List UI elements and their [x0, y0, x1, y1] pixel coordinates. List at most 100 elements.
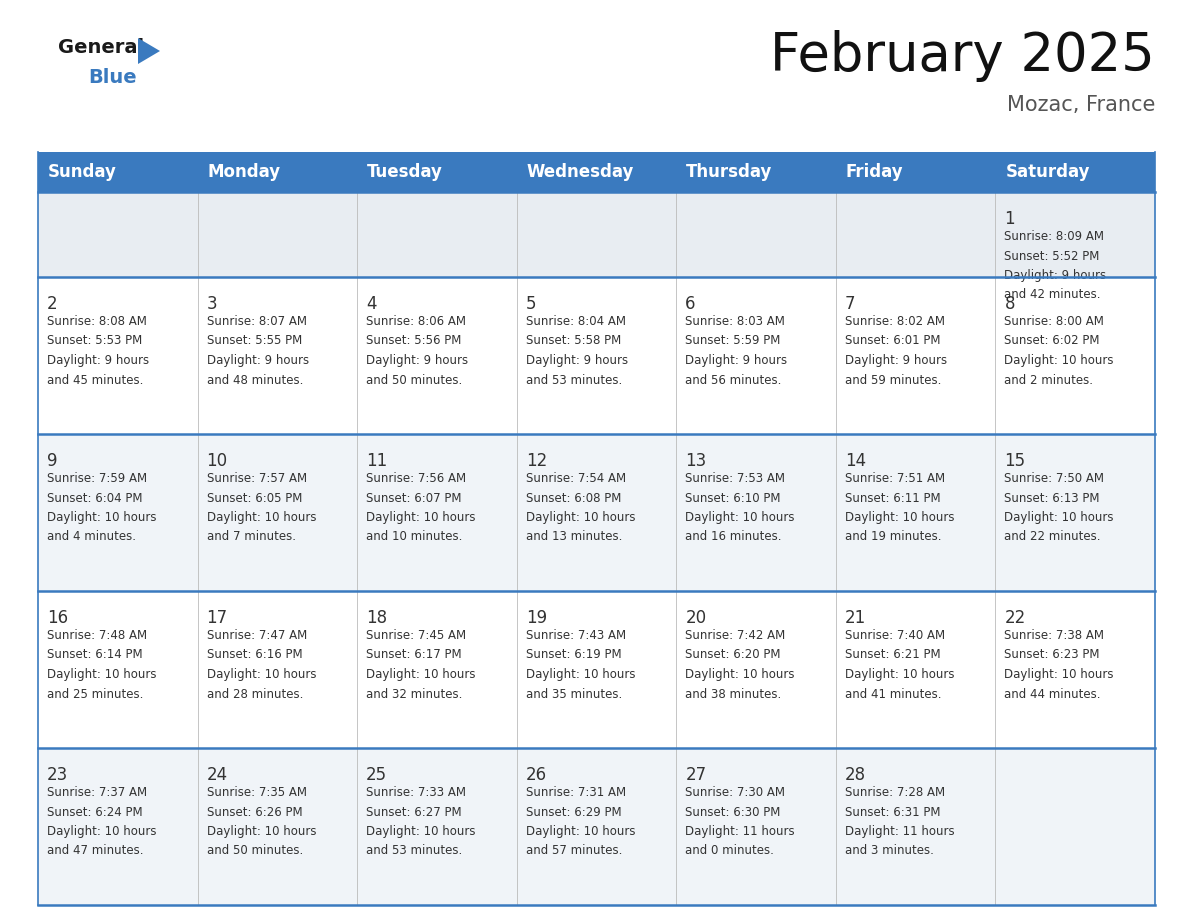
- Text: Sunset: 6:16 PM: Sunset: 6:16 PM: [207, 648, 302, 662]
- Text: Daylight: 11 hours: Daylight: 11 hours: [845, 825, 954, 838]
- Bar: [38, 152, 1155, 192]
- Text: 18: 18: [366, 609, 387, 627]
- Text: Sunrise: 7:48 AM: Sunrise: 7:48 AM: [48, 629, 147, 642]
- Text: 8: 8: [1004, 295, 1015, 313]
- Text: Sunset: 6:27 PM: Sunset: 6:27 PM: [366, 805, 462, 819]
- Text: Sunset: 6:23 PM: Sunset: 6:23 PM: [1004, 648, 1100, 662]
- Text: 6: 6: [685, 295, 696, 313]
- Bar: [38, 591, 1155, 748]
- Text: Sunrise: 7:45 AM: Sunrise: 7:45 AM: [366, 629, 466, 642]
- Text: 1: 1: [1004, 210, 1015, 228]
- Text: 7: 7: [845, 295, 855, 313]
- Text: 2: 2: [48, 295, 58, 313]
- Text: Sunset: 6:24 PM: Sunset: 6:24 PM: [48, 805, 143, 819]
- Text: Sunrise: 7:54 AM: Sunrise: 7:54 AM: [526, 472, 626, 485]
- Text: Sunrise: 7:56 AM: Sunrise: 7:56 AM: [366, 472, 466, 485]
- Text: 4: 4: [366, 295, 377, 313]
- Text: Mozac, France: Mozac, France: [1006, 95, 1155, 115]
- Text: Daylight: 9 hours: Daylight: 9 hours: [526, 354, 627, 367]
- Text: 20: 20: [685, 609, 707, 627]
- Text: Sunset: 5:52 PM: Sunset: 5:52 PM: [1004, 250, 1100, 263]
- Text: Sunrise: 8:07 AM: Sunrise: 8:07 AM: [207, 315, 307, 328]
- Text: Daylight: 10 hours: Daylight: 10 hours: [48, 511, 157, 524]
- Text: and 53 minutes.: and 53 minutes.: [366, 845, 462, 857]
- Polygon shape: [138, 38, 160, 64]
- Text: and 2 minutes.: and 2 minutes.: [1004, 374, 1093, 386]
- Text: and 59 minutes.: and 59 minutes.: [845, 374, 941, 386]
- Text: and 42 minutes.: and 42 minutes.: [1004, 288, 1101, 301]
- Text: Sunrise: 7:47 AM: Sunrise: 7:47 AM: [207, 629, 307, 642]
- Text: Daylight: 10 hours: Daylight: 10 hours: [48, 825, 157, 838]
- Text: Sunrise: 7:57 AM: Sunrise: 7:57 AM: [207, 472, 307, 485]
- Text: General: General: [58, 38, 144, 57]
- Text: Sunset: 6:29 PM: Sunset: 6:29 PM: [526, 805, 621, 819]
- Text: 12: 12: [526, 452, 546, 470]
- Text: and 35 minutes.: and 35 minutes.: [526, 688, 623, 700]
- Text: Daylight: 10 hours: Daylight: 10 hours: [1004, 354, 1114, 367]
- Text: Sunrise: 7:42 AM: Sunrise: 7:42 AM: [685, 629, 785, 642]
- Text: Daylight: 10 hours: Daylight: 10 hours: [366, 825, 475, 838]
- Text: February 2025: February 2025: [770, 30, 1155, 82]
- Text: 10: 10: [207, 452, 228, 470]
- Text: Sunrise: 7:40 AM: Sunrise: 7:40 AM: [845, 629, 944, 642]
- Text: and 10 minutes.: and 10 minutes.: [366, 531, 462, 543]
- Text: Daylight: 10 hours: Daylight: 10 hours: [526, 825, 636, 838]
- Text: Sunset: 6:05 PM: Sunset: 6:05 PM: [207, 491, 302, 505]
- Text: and 47 minutes.: and 47 minutes.: [48, 845, 144, 857]
- Text: Sunset: 5:53 PM: Sunset: 5:53 PM: [48, 334, 143, 348]
- Text: Daylight: 10 hours: Daylight: 10 hours: [1004, 668, 1114, 681]
- Text: Sunrise: 7:28 AM: Sunrise: 7:28 AM: [845, 786, 944, 799]
- Text: Monday: Monday: [208, 163, 280, 181]
- Text: Daylight: 9 hours: Daylight: 9 hours: [48, 354, 150, 367]
- Text: and 22 minutes.: and 22 minutes.: [1004, 531, 1101, 543]
- Text: 14: 14: [845, 452, 866, 470]
- Text: and 38 minutes.: and 38 minutes.: [685, 688, 782, 700]
- Text: Sunset: 5:58 PM: Sunset: 5:58 PM: [526, 334, 621, 348]
- Text: 5: 5: [526, 295, 536, 313]
- Text: Daylight: 9 hours: Daylight: 9 hours: [1004, 269, 1106, 282]
- Text: Wednesday: Wednesday: [526, 163, 634, 181]
- Text: Daylight: 9 hours: Daylight: 9 hours: [685, 354, 788, 367]
- Bar: [38, 277, 1155, 434]
- Text: and 50 minutes.: and 50 minutes.: [207, 845, 303, 857]
- Text: Sunset: 5:56 PM: Sunset: 5:56 PM: [366, 334, 461, 348]
- Text: Daylight: 10 hours: Daylight: 10 hours: [685, 511, 795, 524]
- Text: Sunset: 6:01 PM: Sunset: 6:01 PM: [845, 334, 941, 348]
- Text: Sunset: 6:14 PM: Sunset: 6:14 PM: [48, 648, 143, 662]
- Bar: [38, 192, 1155, 277]
- Text: Daylight: 10 hours: Daylight: 10 hours: [207, 668, 316, 681]
- Text: 23: 23: [48, 766, 68, 784]
- Text: Daylight: 9 hours: Daylight: 9 hours: [845, 354, 947, 367]
- Text: Sunrise: 7:53 AM: Sunrise: 7:53 AM: [685, 472, 785, 485]
- Text: and 41 minutes.: and 41 minutes.: [845, 688, 941, 700]
- Text: Daylight: 10 hours: Daylight: 10 hours: [685, 668, 795, 681]
- Text: Sunset: 5:59 PM: Sunset: 5:59 PM: [685, 334, 781, 348]
- Text: 28: 28: [845, 766, 866, 784]
- Text: and 4 minutes.: and 4 minutes.: [48, 531, 135, 543]
- Text: Daylight: 10 hours: Daylight: 10 hours: [845, 511, 954, 524]
- Text: and 44 minutes.: and 44 minutes.: [1004, 688, 1101, 700]
- Text: Sunrise: 7:38 AM: Sunrise: 7:38 AM: [1004, 629, 1105, 642]
- Text: Sunday: Sunday: [48, 163, 116, 181]
- Text: Friday: Friday: [846, 163, 904, 181]
- Bar: [38, 748, 1155, 905]
- Text: Sunset: 6:30 PM: Sunset: 6:30 PM: [685, 805, 781, 819]
- Text: and 3 minutes.: and 3 minutes.: [845, 845, 934, 857]
- Text: and 13 minutes.: and 13 minutes.: [526, 531, 623, 543]
- Text: Sunset: 5:55 PM: Sunset: 5:55 PM: [207, 334, 302, 348]
- Text: Sunrise: 7:37 AM: Sunrise: 7:37 AM: [48, 786, 147, 799]
- Text: Daylight: 10 hours: Daylight: 10 hours: [845, 668, 954, 681]
- Text: 11: 11: [366, 452, 387, 470]
- Text: 13: 13: [685, 452, 707, 470]
- Text: Sunrise: 7:59 AM: Sunrise: 7:59 AM: [48, 472, 147, 485]
- Text: 19: 19: [526, 609, 546, 627]
- Text: and 25 minutes.: and 25 minutes.: [48, 688, 144, 700]
- Text: 17: 17: [207, 609, 228, 627]
- Text: 16: 16: [48, 609, 68, 627]
- Text: Thursday: Thursday: [687, 163, 772, 181]
- Text: Sunrise: 7:31 AM: Sunrise: 7:31 AM: [526, 786, 626, 799]
- Text: Sunrise: 7:35 AM: Sunrise: 7:35 AM: [207, 786, 307, 799]
- Text: Daylight: 10 hours: Daylight: 10 hours: [48, 668, 157, 681]
- Text: and 50 minutes.: and 50 minutes.: [366, 374, 462, 386]
- Text: Sunset: 6:20 PM: Sunset: 6:20 PM: [685, 648, 781, 662]
